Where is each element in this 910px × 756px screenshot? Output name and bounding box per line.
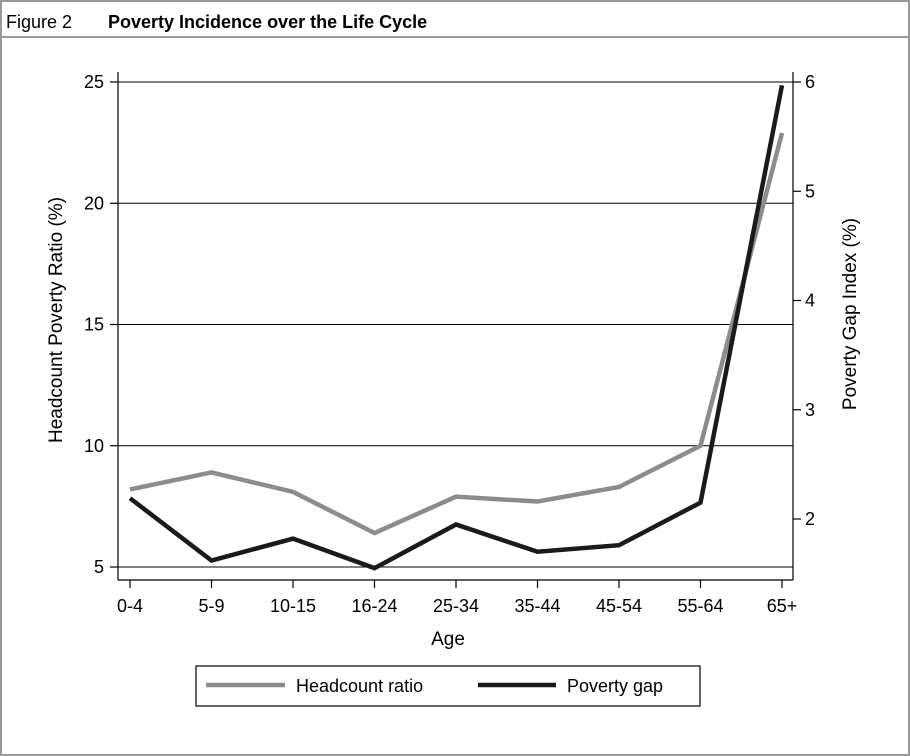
right-tick-label: 5 (805, 181, 815, 201)
x-axis-ticks: 0-4 5-9 10-15 16-24 25-34 35-44 45-54 55-64 65+ (117, 580, 797, 616)
x-tick-label: 16-24 (351, 596, 397, 616)
x-tick-label: 10-15 (270, 596, 316, 616)
legend-label: Headcount ratio (296, 676, 423, 696)
y-axis-label: Headcount Poverty Ratio (%) (46, 197, 67, 443)
x-tick-label: 0-4 (117, 596, 143, 616)
figure-title: Poverty Incidence over the Life Cycle (108, 12, 428, 32)
right-tick-label: 3 (805, 400, 815, 420)
gridlines (118, 81, 793, 568)
x-tick-label: 55-64 (677, 596, 723, 616)
x-axis-label: Age (431, 629, 465, 650)
figure-header: Figure 2 Poverty Incidence over the Life… (2, 2, 908, 38)
legend-label: Poverty gap (567, 676, 663, 696)
poverty-gap-line (128, 84, 785, 571)
x-tick-label: 25-34 (433, 596, 479, 616)
x-tick-label: 5-9 (198, 596, 224, 616)
headcount-ratio-line (129, 132, 785, 536)
left-tick-label: 15 (84, 315, 104, 335)
left-tick-label: 20 (84, 193, 104, 213)
x-tick-label: 45-54 (596, 596, 642, 616)
left-tick-label: 10 (84, 436, 104, 456)
x-tick-label: 65+ (767, 596, 798, 616)
right-tick-label: 6 (805, 72, 815, 92)
left-tick-label: 5 (94, 557, 104, 577)
series-layer (128, 84, 785, 571)
x-tick-label: 35-44 (514, 596, 560, 616)
axes (117, 72, 794, 581)
right-tick-label: 2 (805, 509, 815, 529)
left-tick-label: 25 (84, 72, 104, 92)
legend: Headcount ratio Poverty gap (195, 665, 701, 707)
figure-label: Figure 2 (6, 12, 73, 32)
right-tick-label: 4 (805, 291, 815, 311)
right-axis-ticks: 2 3 4 5 6 (793, 72, 815, 529)
y2-axis-label: Poverty Gap Index (%) (840, 218, 861, 410)
left-axis-ticks: 5 10 15 20 25 (84, 72, 118, 577)
